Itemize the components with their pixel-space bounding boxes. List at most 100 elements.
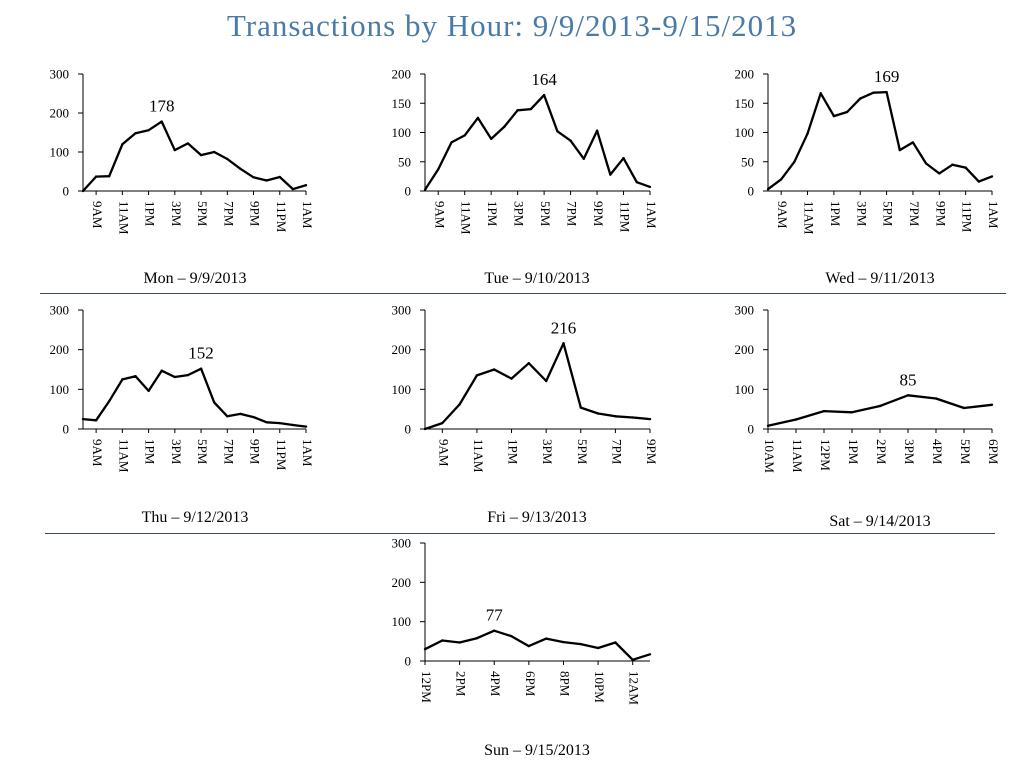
peak-value-label: 77 [486,606,504,625]
x-tick-label: 3PM [902,439,917,465]
x-tick-label: 10AM [762,439,777,473]
y-tick-label: 300 [50,67,70,82]
series-line [767,394,993,427]
x-tick-label: 11PM [960,201,975,233]
y-tick-label: 150 [735,96,755,111]
data-point [872,91,875,94]
peak-value-label: 164 [531,70,557,89]
data-point [291,187,295,191]
x-tick-label: 7PM [907,201,922,227]
x-tick-label: 4PM [930,439,945,465]
data-point [278,421,281,425]
x-tick-label: 9PM [933,201,948,227]
chart-panel-3: 0 100 200 300 9AM 11AM 1PM 3PM 5PM 7PM 9PM 11PM 1AM 1… [50,303,316,527]
x-tick-label: 5PM [195,439,210,465]
data-point [793,160,796,163]
data-point [579,642,582,646]
data-point [822,409,826,413]
y-tick-label: 0 [63,422,70,437]
x-tick-label: 1AM [300,439,315,467]
data-point [962,406,966,410]
x-tick-label: 11PM [274,439,289,471]
x-tick-label: 11AM [471,439,486,473]
data-point [94,419,98,422]
data-point [186,373,190,377]
data-point [527,644,530,648]
x-tick-label: 11AM [459,201,474,235]
data-point [614,641,617,644]
y-tick-label: 0 [748,422,755,437]
data-point [545,637,548,640]
data-point [265,421,268,424]
series-line [424,629,651,661]
peak-value-label: 216 [551,318,577,337]
x-tick-label: 5PM [195,201,210,227]
x-tick-label: 3PM [169,201,184,227]
data-point [780,178,783,181]
data-point [458,641,461,644]
x-tick-label: 1PM [143,201,158,227]
data-point [160,369,163,372]
data-point [476,116,480,120]
data-point [845,110,849,114]
data-point [990,175,994,178]
data-point [562,342,565,345]
data-point [595,129,599,132]
chart-panel-1: 0 50 100 150 200 9AM 11AM 1PM 3PM 5PM 7PM 9PM 11PM 1A… [392,67,660,288]
data-point [510,635,513,638]
data-point [766,188,770,191]
data-point [806,132,809,135]
data-point [951,163,954,166]
y-tick-label: 0 [405,654,412,669]
data-point [503,125,506,128]
x-tick-label: 11PM [618,201,633,233]
x-tick-label: 9PM [644,439,659,465]
data-point [475,374,479,377]
x-tick-label: 11PM [274,201,289,233]
x-tick-label: 6PM [986,439,1001,465]
data-point [527,362,530,365]
data-point [859,97,862,100]
data-point [134,375,137,378]
data-point [463,134,466,137]
data-point [441,639,444,642]
data-point [596,412,600,415]
x-tick-label: 9PM [591,201,606,227]
x-tick-label: 7PM [609,439,624,465]
x-tick-label: 12AM [627,671,642,705]
data-point [252,176,255,179]
y-tick-label: 300 [392,536,412,551]
row-divider-2 [45,533,995,534]
x-tick-label: 11AM [802,201,817,235]
data-point [635,181,638,184]
data-point [648,653,652,656]
x-tick-label: 2PM [874,439,889,465]
data-point [265,179,268,182]
series-line [82,120,307,192]
data-point [614,415,617,418]
x-tick-label: 9PM [248,201,263,227]
series-line [424,93,651,191]
data-point [226,415,229,418]
data-point [490,137,493,141]
chart-caption: Tue – 9/10/2013 [484,270,589,287]
x-tick-label: 1PM [143,439,158,465]
page-title: Transactions by Hour: 9/9/2013-9/15/2013 [226,8,798,43]
data-point [850,411,854,414]
y-tick-label: 0 [405,422,412,437]
y-tick-label: 100 [392,614,412,629]
data-point [108,400,111,403]
x-tick-label: 1AM [644,201,659,229]
data-point [878,404,882,408]
x-tick-label: 3PM [512,201,527,227]
data-point [516,109,519,112]
y-tick-label: 100 [50,382,70,397]
x-tick-label: 1AM [986,201,1001,229]
data-point [121,143,124,146]
data-point [173,148,176,152]
data-point [832,114,836,118]
peak-value-label: 169 [874,67,900,86]
chart-caption: Fri – 9/13/2013 [487,509,587,526]
y-tick-label: 200 [735,67,755,82]
